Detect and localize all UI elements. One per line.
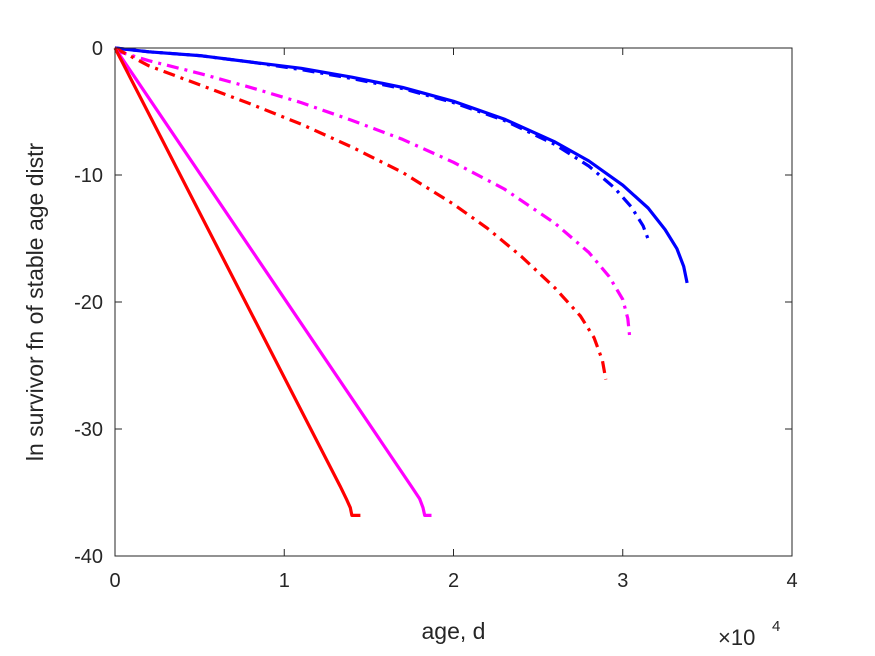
series-line-5	[113, 47, 432, 518]
y-axis-label: ln survivor fn of stable age distr	[22, 143, 48, 462]
x-axis-label: age, d	[422, 618, 486, 644]
y-tick-label: -10	[74, 165, 103, 187]
x-tick-label: 3	[617, 570, 628, 592]
series-layer	[113, 46, 689, 518]
x-multiplier-exponent: 4	[772, 618, 780, 635]
x-tick-label: 0	[109, 570, 120, 592]
y-tick-label: -30	[74, 419, 103, 441]
series-line-6	[113, 47, 361, 518]
x-axis-multiplier: ×10 4	[718, 618, 780, 650]
x-tick-label: 1	[279, 570, 290, 592]
plot-area	[115, 48, 792, 556]
series-line-3	[114, 48, 632, 336]
series-line-4	[114, 46, 608, 380]
series-line-2	[114, 46, 652, 245]
y-tick-label: -40	[74, 546, 103, 568]
x-tick-label: 4	[786, 570, 797, 592]
x-tick-label: 2	[448, 570, 459, 592]
x-multiplier-base: ×10	[718, 625, 755, 650]
y-axis-ticks: 0 -10 -20 -30 -40	[74, 38, 792, 568]
y-tick-label: -20	[74, 292, 103, 314]
x-axis-ticks: 0 1 2 3 4	[109, 48, 798, 592]
y-tick-label: 0	[92, 38, 103, 60]
